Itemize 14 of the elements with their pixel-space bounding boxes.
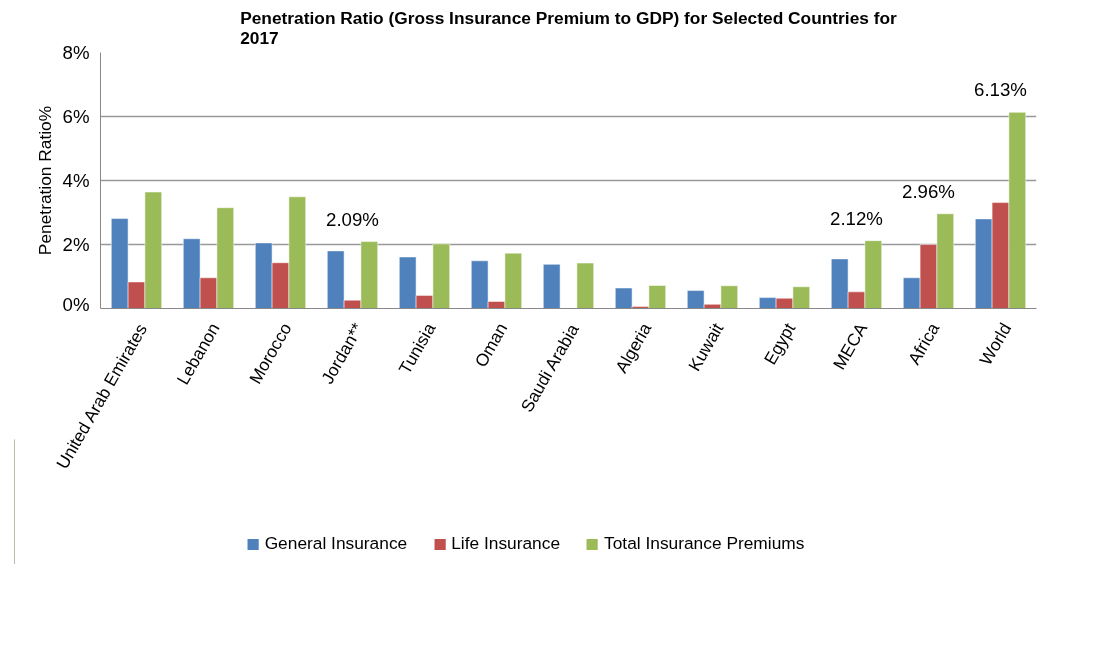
- data-label: 2.09%: [326, 208, 379, 230]
- legend-label: General Insurance: [264, 533, 408, 554]
- y-tick-label: 0%: [62, 293, 90, 315]
- y-axis-title: Penetration Ratio%: [34, 105, 55, 256]
- y-tick-label: 4%: [62, 170, 90, 191]
- chart-title: Penetration Ratio (Gross Insurance Premium to GDP) for Selected Countries for 2017: [240, 7, 898, 48]
- data-label: 2.96%: [902, 180, 955, 202]
- y-tick-label: 6%: [62, 106, 90, 127]
- data-label: 2.12%: [830, 207, 883, 229]
- legend-label: Total Insurance Premiums: [604, 533, 805, 554]
- y-tick-label: 2%: [62, 234, 90, 255]
- data-label: 6.13%: [974, 79, 1027, 101]
- legend-label: Life Insurance: [451, 533, 561, 554]
- y-tick-label: 8%: [62, 42, 90, 63]
